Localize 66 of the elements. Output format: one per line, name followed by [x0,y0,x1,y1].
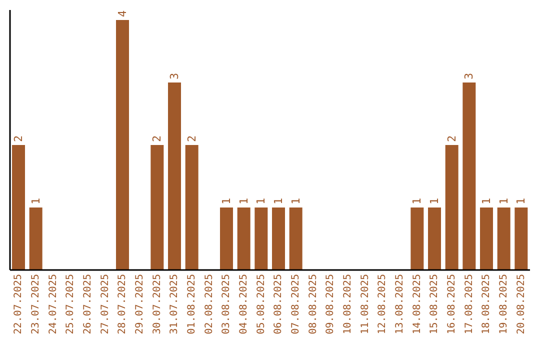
bar [272,208,285,270]
x-tick-label: 07.08.2025 [290,274,302,334]
data-label: 1 [29,198,42,204]
data-label: 3 [462,72,476,80]
x-tick-label: 15.08.2025 [429,274,440,334]
bar [185,145,198,270]
data-label: 4 [116,10,129,17]
x-tick-label: 01.08.2025 [186,274,198,334]
x-tick-label: 22.07.2025 [13,274,24,334]
x-tick-label: 13.08.2025 [394,274,406,334]
data-label: 1 [410,198,424,204]
x-tick-label: 09.08.2025 [325,274,336,334]
x-tick-label: 20.08.2025 [516,274,527,334]
x-tick-label: 16.08.2025 [446,274,458,334]
bar [168,82,181,270]
bar [410,208,424,270]
bar [480,208,493,270]
bar [497,208,510,270]
data-label: 2 [445,135,458,142]
x-tick-label: 24.07.2025 [48,274,59,334]
bar [445,145,458,270]
data-label: 1 [497,198,510,204]
data-label: 1 [480,198,493,204]
data-label: 2 [12,135,25,142]
data-label: 1 [428,198,441,204]
x-tick-label: 02.08.2025 [204,274,215,334]
data-label: 1 [237,198,250,204]
x-tick-label: 08.08.2025 [308,274,319,334]
bar [12,145,25,270]
x-tick-label: 14.08.2025 [412,274,423,334]
x-tick-label: 31.07.2025 [169,274,180,334]
x-tick-label: 10.08.2025 [342,274,354,334]
x-tick-label: 04.08.2025 [238,274,250,334]
data-label: 1 [272,198,285,204]
x-tick-label: 06.08.2025 [273,274,284,334]
x-tick-label: 27.07.2025 [100,274,111,334]
data-label: 1 [220,198,233,204]
x-tick-label: 12.08.2025 [377,274,388,334]
x-tick-label: 30.07.2025 [152,274,163,334]
x-tick-label: 23.07.2025 [30,274,42,334]
x-tick-label: 03.08.2025 [221,274,232,334]
x-tick-label: 17.08.2025 [464,274,475,334]
x-tick-label: 19.08.2025 [498,274,510,334]
data-label: 2 [150,135,164,142]
bar [237,208,250,270]
x-tick-label: 11.08.2025 [360,274,371,334]
bar [116,20,129,270]
x-tick-label: 25.07.2025 [65,274,76,334]
bar [514,208,528,270]
data-label: 1 [254,198,268,204]
data-label: 2 [185,135,198,142]
bar [289,208,302,270]
bar [462,82,476,270]
bar [428,208,441,270]
x-tick-label: 28.07.2025 [117,274,128,334]
x-tick-label: 29.07.2025 [134,274,146,334]
bar [29,208,42,270]
data-label: 3 [168,72,181,80]
x-tick-label: 05.08.2025 [256,274,267,334]
x-tick-label: 26.07.2025 [82,274,94,334]
x-tick-label: 18.08.2025 [481,274,492,334]
bar [220,208,233,270]
data-label: 1 [289,198,302,204]
data-label: 1 [514,198,528,204]
bar [150,145,164,270]
bar [254,208,268,270]
